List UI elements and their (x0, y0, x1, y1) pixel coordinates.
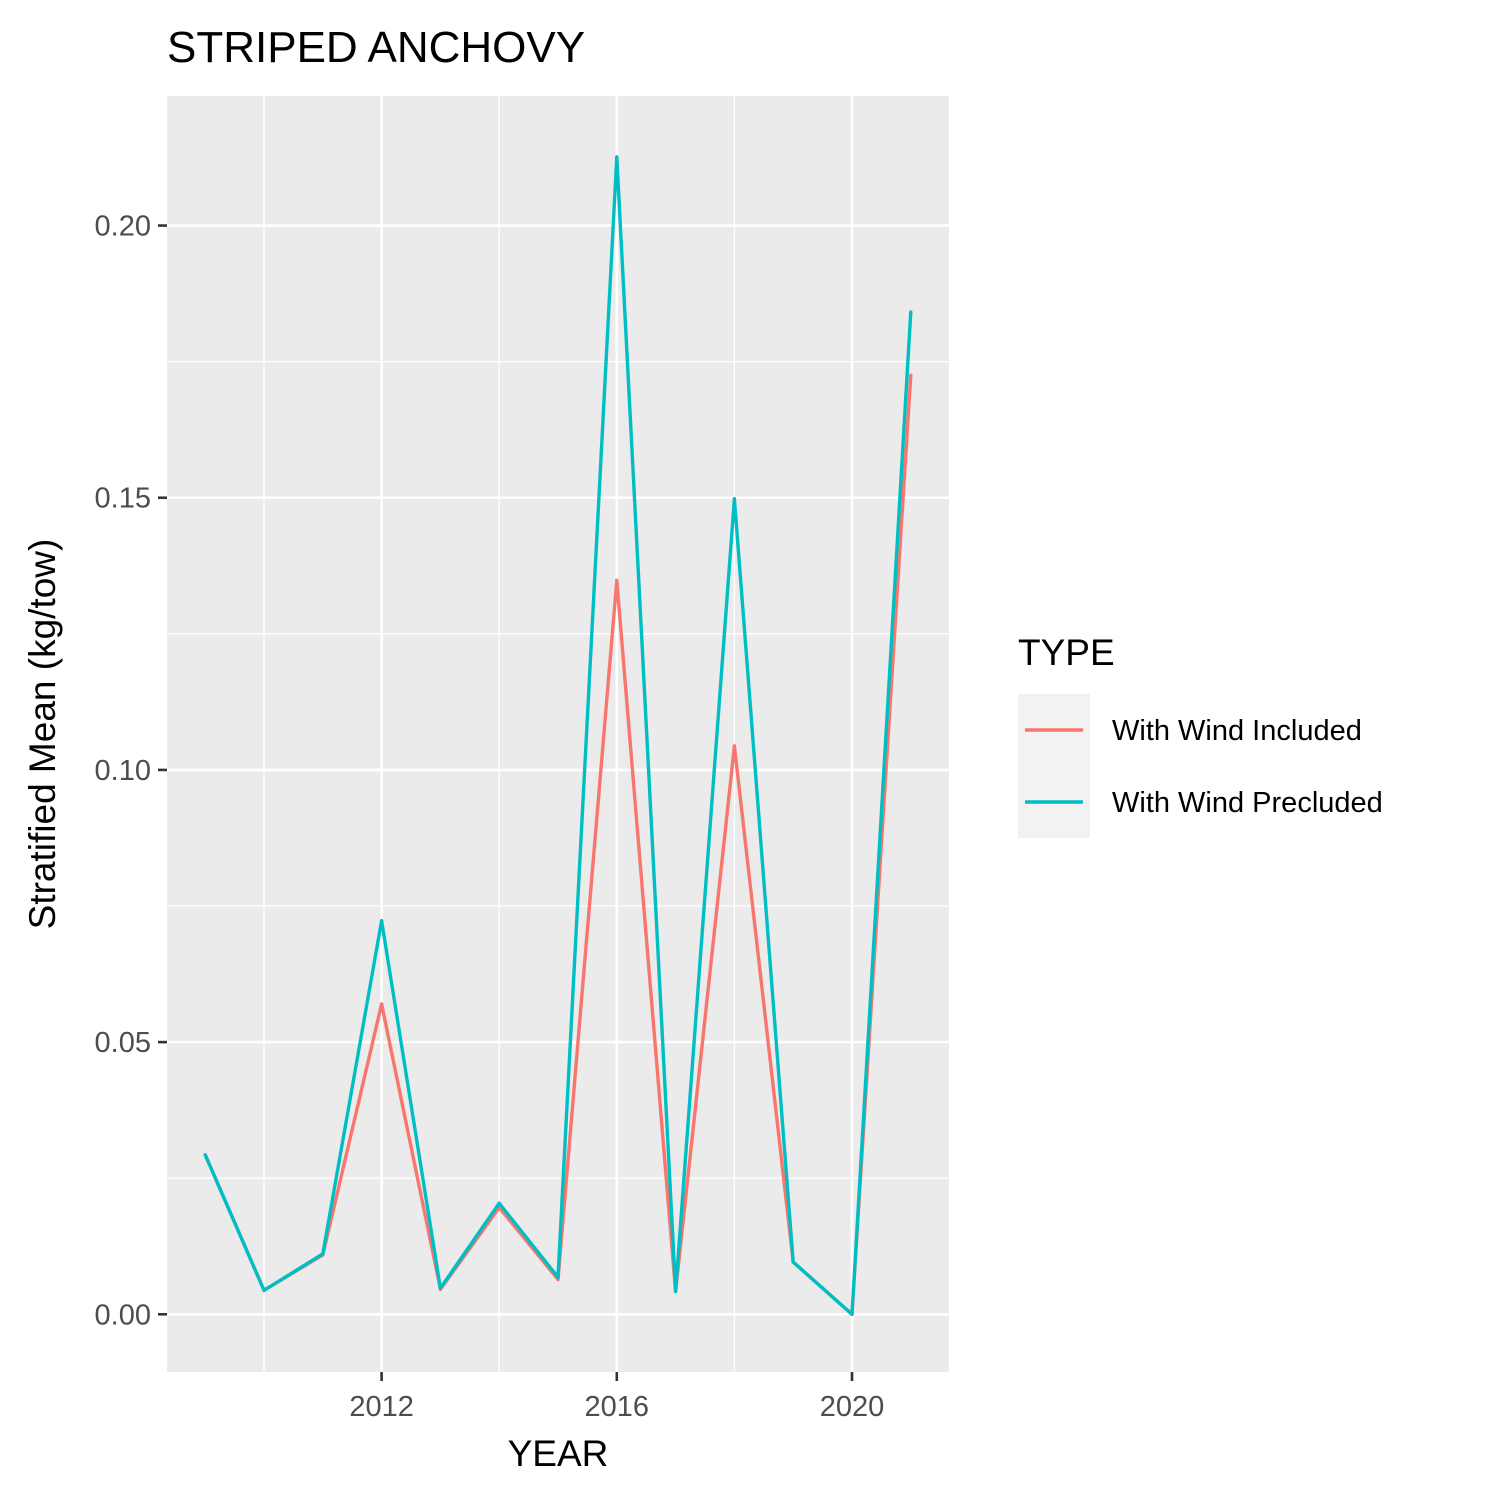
x-tick-label: 2020 (820, 1391, 885, 1423)
data-point (556, 1275, 560, 1279)
data-point (438, 1286, 443, 1290)
legend-items: With Wind Included With Wind Precluded (1018, 694, 1383, 838)
data-point (379, 919, 384, 923)
data-point (673, 1289, 678, 1294)
legend: TYPE With Wind Included With Wind Preclud… (1018, 632, 1383, 838)
data-point (497, 1201, 501, 1205)
data-point (791, 1260, 795, 1264)
data-point (262, 1288, 266, 1293)
y-axis-title: Stratified Mean (kg/tow) (22, 539, 63, 930)
y-tick-label: 0.20 (95, 211, 151, 243)
data-point (321, 1252, 325, 1256)
series-lines (203, 155, 913, 1317)
data-point (909, 310, 913, 314)
data-point (203, 1153, 207, 1157)
data-point (732, 744, 737, 748)
x-tick-label: 2012 (349, 1391, 414, 1423)
plot-panel (167, 96, 949, 1372)
legend-title: TYPE (1018, 632, 1115, 673)
x-tick-label: 2016 (585, 1391, 650, 1423)
major-gridlines (167, 96, 949, 1372)
data-point (909, 373, 913, 377)
chart-title: STRIPED ANCHOVY (167, 23, 585, 72)
data-point (732, 497, 737, 501)
y-tick-label: 0.00 (95, 1299, 151, 1331)
data-point (379, 1002, 384, 1006)
legend-label: With Wind Precluded (1112, 787, 1383, 819)
y-axis: 0.00 0.05 0.10 0.15 0.20 (95, 211, 167, 1331)
data-point (615, 155, 619, 159)
data-point (850, 1312, 854, 1316)
x-axis-title: YEAR (508, 1433, 609, 1474)
x-axis: 2012 2016 2020 (349, 1372, 884, 1423)
y-tick-label: 0.15 (95, 483, 151, 515)
y-tick-label: 0.05 (95, 1027, 151, 1059)
legend-label: With Wind Included (1112, 715, 1362, 747)
minor-gridlines (167, 96, 949, 1372)
data-point (615, 578, 619, 583)
y-tick-label: 0.10 (95, 755, 151, 787)
